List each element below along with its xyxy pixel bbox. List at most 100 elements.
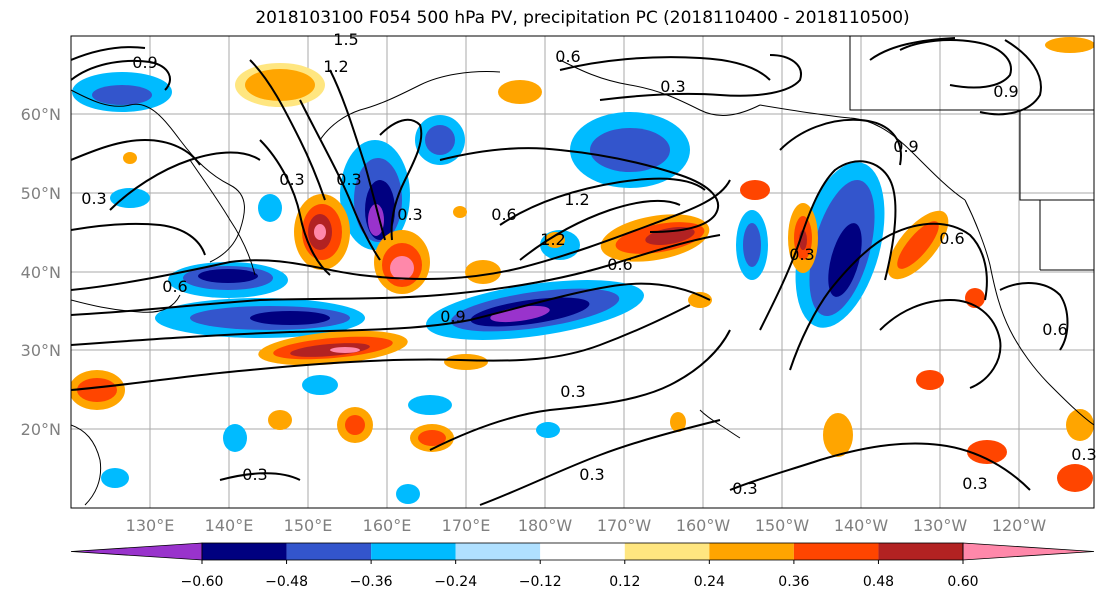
contour-label: 1.2: [564, 190, 589, 209]
chart-title: 2018103100 F054 500 hPa PV, precipitatio…: [255, 8, 910, 28]
shade-neg-8c: [828, 223, 862, 297]
contour-label: 0.3: [336, 170, 361, 189]
shade-pos-8: [740, 180, 770, 200]
shade-pos-2d: [314, 224, 326, 240]
longitude-labels: 130°E 140°E 150°E 160°E 170°E 180°W 170°W 160°W…: [126, 516, 1047, 535]
shade-pos-17: [1066, 409, 1094, 441]
shade-pos-20: [916, 370, 944, 390]
contour-label: 0.3: [397, 205, 422, 224]
shade-neg-12: [223, 424, 247, 452]
contour-label: 0.3: [579, 465, 604, 484]
shade-pos-22: [268, 410, 292, 430]
colorbar-segment: [793, 543, 879, 560]
lon-label: 120°W: [992, 516, 1047, 535]
shade-neg-4b: [590, 128, 670, 172]
contour-label: 0.3: [279, 170, 304, 189]
lon-label: 160°E: [363, 516, 412, 535]
contour-label: 0.6: [162, 277, 187, 296]
contour-label: 0.6: [555, 47, 580, 66]
shade-neg-1b: [92, 85, 152, 105]
shade-pos-7b: [897, 221, 939, 269]
colorbar-segment: [202, 543, 287, 560]
colorbar-tick-labels: −0.60 −0.48 −0.36 −0.24 −0.12 0.12 0.24 0.36 0.4…: [181, 560, 979, 590]
colorbar-segment: [624, 543, 710, 560]
shade-neg-16: [536, 422, 560, 438]
lon-label: 170°E: [442, 516, 491, 535]
lat-label: 60°N: [21, 105, 61, 124]
shade-pos-16: [1057, 464, 1093, 492]
shade-pos-10b: [345, 415, 365, 435]
lon-label: 130°E: [126, 516, 175, 535]
lon-label: 140°E: [205, 516, 254, 535]
shade-pos-18: [1045, 37, 1094, 53]
contour-label: 0.9: [993, 82, 1018, 101]
contour-label: 0.3: [81, 189, 106, 208]
colorbar-tick-label: 0.24: [694, 574, 725, 590]
colorbar-tick-label: 0.60: [947, 574, 978, 590]
colorbar-tick-label: 0.36: [778, 574, 809, 590]
colorbar-tick-label: −0.48: [265, 574, 308, 590]
colorbar-segment: [540, 543, 625, 560]
contour-label: 0.3: [962, 474, 987, 493]
map-frame: [70, 35, 1095, 509]
colorbar-tick-label: 0.48: [863, 574, 894, 590]
shade-neg-17: [258, 194, 282, 222]
contour-label: 1.2: [323, 57, 348, 76]
shade-neg-15: [101, 468, 129, 488]
shade-pos-24: [123, 152, 137, 164]
shade-pos-9b: [77, 378, 117, 402]
colorbar-segment: [371, 543, 456, 560]
shade-pos-25: [453, 206, 467, 218]
colorbar-tick-label: −0.60: [181, 574, 224, 590]
shade-neg-3b: [425, 125, 455, 155]
lat-label: 50°N: [21, 184, 61, 203]
contour-label: 0.6: [939, 229, 964, 248]
contour-label: 0.6: [1042, 320, 1067, 339]
pv-contours: [71, 37, 1069, 506]
colorbar-segment: [878, 543, 963, 560]
colorbar-border: [201, 542, 964, 561]
shade-neg-11: [302, 375, 338, 395]
shade-pos-23: [688, 292, 712, 308]
colorbar-tick-label: 0.12: [609, 574, 640, 590]
colorbar: [70, 542, 1095, 561]
shade-pos-14: [498, 80, 542, 104]
shade-pos-3c: [390, 256, 414, 280]
lon-label: 150°E: [284, 516, 333, 535]
lon-label: 150°W: [755, 516, 810, 535]
colorbar-segment: [455, 543, 541, 560]
contour-label: 0.3: [1071, 445, 1096, 464]
lat-label: 40°N: [21, 263, 61, 282]
shade-pos-19: [823, 413, 853, 457]
shade-neg-18: [110, 188, 150, 208]
lon-label: 170°W: [597, 516, 652, 535]
contour-label: 0.6: [607, 255, 632, 274]
colorbar-tick-label: −0.12: [519, 574, 562, 590]
colorbar-segment: [709, 543, 794, 560]
lon-label: 130°W: [913, 516, 968, 535]
shade-neg-13: [408, 395, 452, 415]
shade-neg-6c: [250, 311, 330, 325]
contour-label: 0.3: [732, 479, 757, 498]
shade-pos-26: [670, 412, 686, 432]
colorbar-left-extension: [70, 542, 203, 561]
contour-label: 0.3: [789, 245, 814, 264]
shade-pos-12: [465, 260, 501, 284]
lon-label: 180°W: [518, 516, 573, 535]
contour-label: 1.5: [333, 30, 358, 49]
contour-label: 0.9: [132, 53, 157, 72]
shade-pos-15: [967, 440, 1007, 464]
contour-label: 1.2: [540, 230, 565, 249]
colorbar-right-extension: [962, 542, 1095, 561]
colorbar-tick-label: −0.36: [350, 574, 393, 590]
shade-neg-2d: [368, 204, 384, 236]
lon-label: 160°W: [676, 516, 731, 535]
contour-label: 0.3: [560, 382, 585, 401]
shade-pos-4d: [330, 347, 360, 353]
lat-label: 20°N: [21, 420, 61, 439]
lat-label: 30°N: [21, 341, 61, 360]
colorbar-segment: [286, 543, 372, 560]
shade-pos-1b: [245, 69, 315, 101]
contour-label: 0.6: [491, 205, 516, 224]
